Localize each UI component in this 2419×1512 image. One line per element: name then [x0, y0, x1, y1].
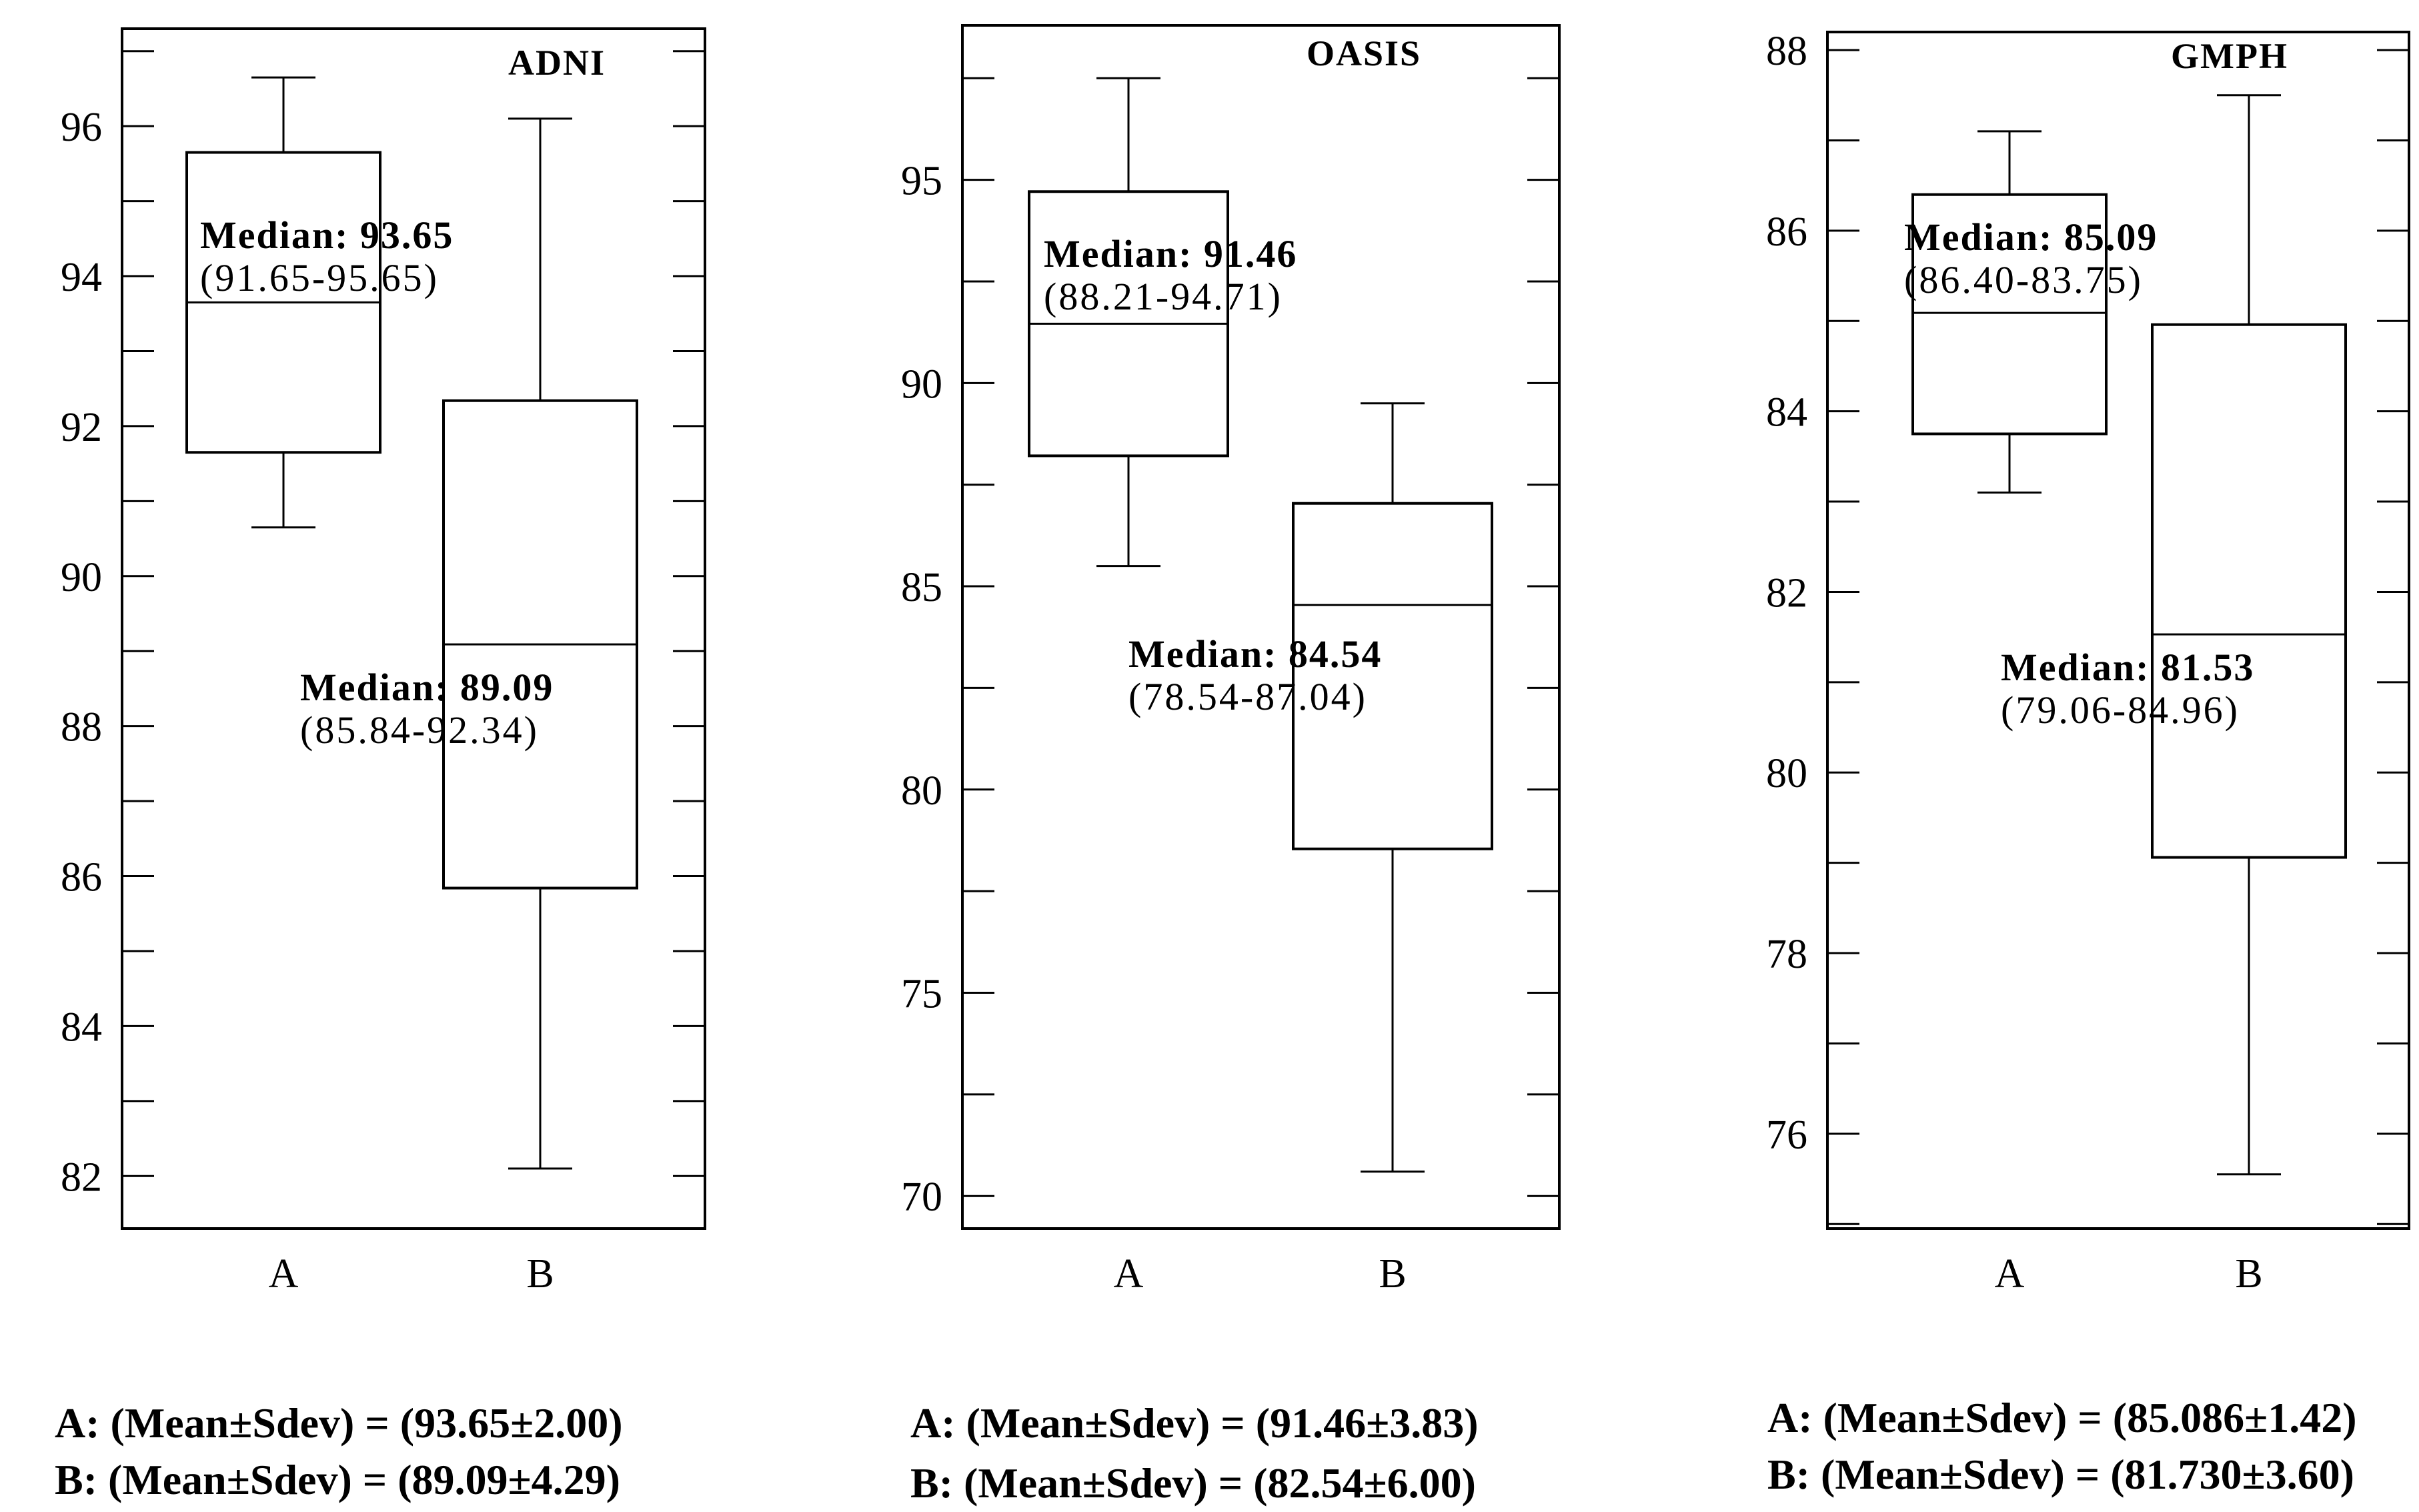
y-tick-label: 86	[1766, 209, 1807, 255]
median-annotation: Median: 81.53	[2001, 646, 2254, 689]
y-tick-label: 80	[901, 768, 942, 814]
x-category-label: B	[2235, 1251, 2262, 1297]
panel-title: ADNI	[508, 43, 606, 83]
y-tick-label: 88	[61, 705, 102, 750]
y-tick-label: 95	[901, 159, 942, 204]
iqr-box	[1292, 502, 1493, 850]
y-tick-label: 96	[61, 105, 102, 150]
y-tick-label: 90	[901, 361, 942, 407]
y-tick-label: 76	[1766, 1112, 1807, 1158]
range-annotation: (91.65-95.65)	[200, 256, 439, 299]
x-category-label: A	[1114, 1251, 1144, 1297]
plot-frame	[961, 24, 1561, 1230]
y-tick-label: 82	[1766, 570, 1807, 616]
mean-sdev-summary: A: (Mean±Sdev) = (93.65±2.00)	[55, 1399, 623, 1447]
y-tick-label: 84	[61, 1004, 102, 1050]
range-annotation: (88.21-94.71)	[1044, 275, 1283, 318]
mean-sdev-summary: B: (Mean±Sdev) = (82.54±6.00)	[910, 1459, 1476, 1507]
range-annotation: (85.84-92.34)	[300, 708, 539, 752]
mean-sdev-summary: A: (Mean±Sdev) = (91.46±3.83)	[910, 1399, 1479, 1447]
mean-sdev-summary: B: (Mean±Sdev) = (89.09±4.29)	[55, 1456, 620, 1503]
y-tick-label: 80	[1766, 751, 1807, 796]
iqr-box	[2151, 323, 2347, 859]
iqr-box	[1911, 193, 2108, 436]
range-annotation: (86.40-83.75)	[1904, 258, 2143, 301]
mean-sdev-summary: A: (Mean±Sdev) = (85.086±1.42)	[1767, 1394, 2357, 1441]
y-tick-label: 92	[61, 405, 102, 450]
plot-frame	[1826, 31, 2410, 1230]
x-category-label: B	[526, 1251, 554, 1297]
plot-frame	[121, 27, 706, 1230]
y-tick-label: 75	[901, 972, 942, 1017]
y-tick-label: 88	[1766, 29, 1807, 74]
median-annotation: Median: 89.09	[300, 666, 554, 709]
median-annotation: Median: 91.46	[1044, 232, 1297, 275]
median-annotation: Median: 84.54	[1128, 632, 1382, 676]
x-category-label: A	[269, 1251, 299, 1297]
y-tick-label: 90	[61, 555, 102, 600]
y-tick-label: 94	[61, 255, 102, 300]
x-category-label: A	[1995, 1251, 2025, 1297]
range-annotation: (79.06-84.96)	[2001, 688, 2240, 732]
y-tick-label: 86	[61, 855, 102, 900]
y-tick-label: 82	[61, 1155, 102, 1200]
x-category-label: B	[1379, 1251, 1406, 1297]
median-annotation: Median: 85.09	[1904, 215, 2158, 259]
range-annotation: (78.54-87.04)	[1128, 675, 1367, 718]
median-annotation: Median: 93.65	[200, 213, 454, 257]
mean-sdev-summary: B: (Mean±Sdev) = (81.730±3.60)	[1767, 1451, 2354, 1498]
y-tick-label: 85	[901, 565, 942, 610]
y-tick-label: 70	[901, 1175, 942, 1220]
panel-title: GMPH	[2171, 36, 2288, 76]
y-tick-label: 84	[1766, 390, 1807, 436]
y-tick-label: 78	[1766, 932, 1807, 977]
panel-title: OASIS	[1307, 33, 1421, 73]
